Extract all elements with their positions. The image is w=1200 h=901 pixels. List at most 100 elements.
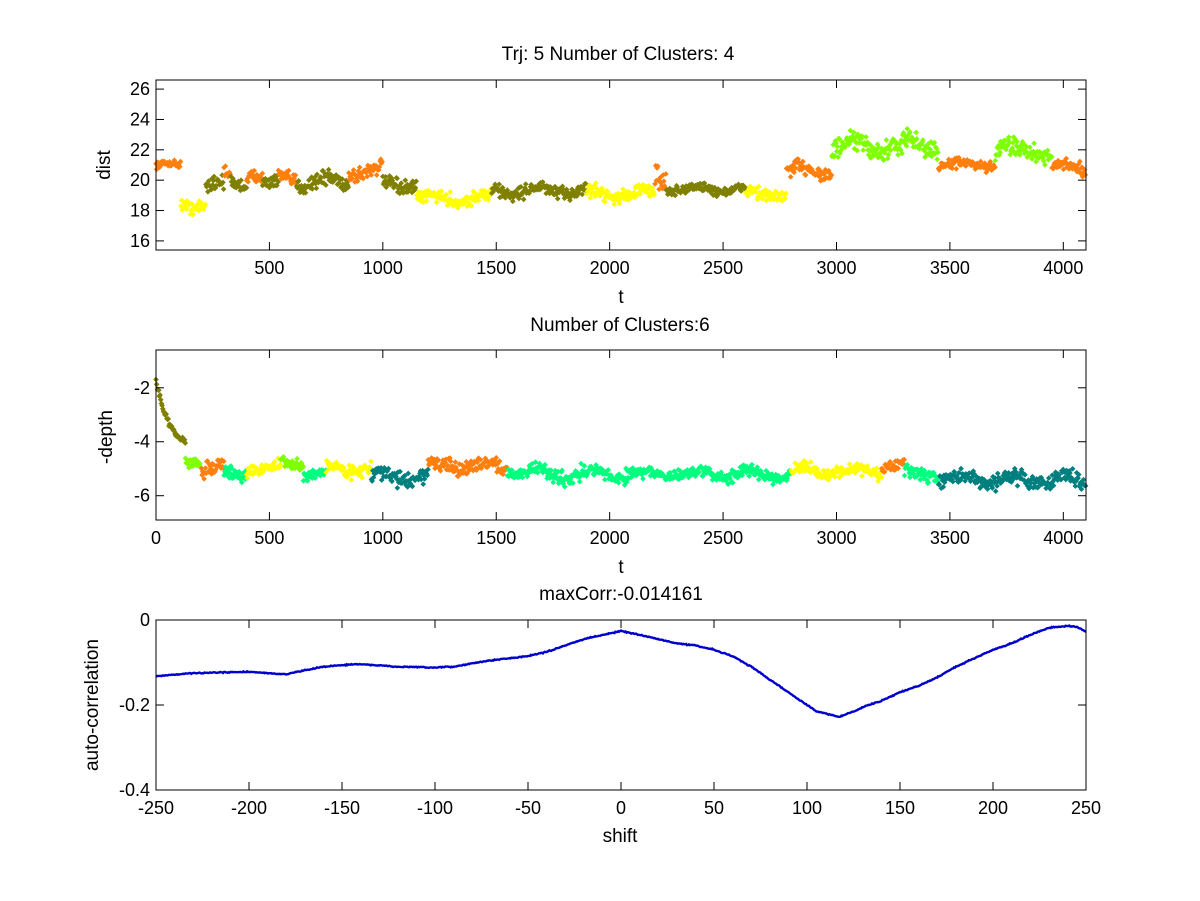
x-tick-label: 4000 bbox=[1043, 528, 1083, 548]
data-point bbox=[1050, 482, 1057, 489]
cluster-segment-cluster-4 bbox=[992, 134, 1055, 168]
x-tick-label: 1500 bbox=[476, 258, 516, 278]
data-point bbox=[397, 468, 403, 475]
data-point bbox=[755, 183, 762, 190]
data-point bbox=[834, 143, 841, 150]
data-point bbox=[1035, 484, 1041, 491]
data-point bbox=[992, 164, 998, 171]
data-point bbox=[1022, 471, 1028, 478]
data-point bbox=[438, 188, 445, 195]
data-point bbox=[654, 163, 661, 169]
data-point bbox=[602, 476, 608, 483]
cluster-segment-cluster-2 bbox=[293, 166, 352, 196]
x-tick-label: 4000 bbox=[1043, 258, 1083, 278]
data-point bbox=[863, 134, 869, 140]
data-point bbox=[509, 198, 516, 205]
data-point bbox=[300, 463, 307, 470]
data-point bbox=[201, 476, 207, 482]
cluster-segment-cluster-3 bbox=[879, 456, 908, 475]
data-point bbox=[620, 186, 626, 192]
cluster-segment-cluster-1 bbox=[153, 376, 189, 446]
data-point bbox=[859, 133, 865, 139]
data-point bbox=[542, 461, 548, 468]
cluster-segment-cluster-2 bbox=[488, 179, 590, 205]
data-point bbox=[405, 470, 412, 477]
data-point bbox=[1029, 156, 1035, 162]
data-point bbox=[984, 486, 991, 492]
data-point bbox=[359, 474, 366, 481]
data-point bbox=[177, 158, 184, 165]
cluster-segment-cluster-5 bbox=[300, 466, 329, 484]
panel-3-xlabel: shift bbox=[603, 826, 639, 847]
x-tick-label: 2500 bbox=[703, 258, 743, 278]
data-point bbox=[1009, 145, 1016, 151]
data-point bbox=[864, 463, 871, 469]
data-point bbox=[1016, 152, 1023, 158]
data-point bbox=[176, 163, 183, 170]
data-point bbox=[468, 202, 475, 209]
y-tick-label: 0 bbox=[140, 610, 150, 630]
panel-3-title: maxCorr:-0.014161 bbox=[539, 584, 703, 605]
cluster-segment-cluster-5 bbox=[708, 461, 794, 488]
data-point bbox=[1045, 475, 1052, 481]
data-point bbox=[548, 467, 554, 474]
panel-2-title: Number of Clusters:6 bbox=[530, 315, 710, 336]
cluster-segment-cluster-2 bbox=[380, 173, 420, 197]
data-point bbox=[605, 467, 612, 473]
data-point bbox=[251, 167, 258, 174]
data-point bbox=[601, 199, 608, 205]
data-point bbox=[576, 478, 583, 485]
data-point bbox=[340, 465, 347, 471]
data-point bbox=[350, 167, 357, 173]
panel-2-xlabel: t bbox=[618, 557, 624, 578]
x-tick-label: -200 bbox=[231, 798, 267, 818]
data-point bbox=[977, 158, 984, 165]
autocorrelation-line bbox=[155, 624, 1087, 719]
data-point bbox=[992, 475, 998, 481]
data-point bbox=[953, 166, 960, 172]
data-point bbox=[360, 175, 366, 182]
data-point bbox=[205, 178, 212, 184]
data-point bbox=[749, 461, 755, 468]
data-point bbox=[935, 149, 941, 156]
cluster-segment-cluster-3 bbox=[742, 183, 789, 204]
x-tick-label: 50 bbox=[704, 798, 724, 818]
y-tick-label: 16 bbox=[130, 231, 150, 251]
data-point bbox=[306, 177, 312, 184]
x-tick-label: 3500 bbox=[930, 258, 970, 278]
data-point bbox=[554, 195, 561, 202]
data-point bbox=[477, 456, 484, 463]
cluster-segment-cluster-1 bbox=[153, 157, 184, 173]
data-point bbox=[202, 201, 209, 208]
data-point bbox=[378, 464, 384, 471]
data-point bbox=[695, 469, 702, 475]
cluster-segment-cluster-3 bbox=[584, 180, 658, 208]
data-point bbox=[927, 146, 934, 153]
data-point bbox=[1033, 158, 1039, 165]
data-point bbox=[913, 136, 920, 142]
data-point bbox=[555, 468, 561, 475]
cluster-segment-cluster-1 bbox=[221, 163, 234, 180]
data-point bbox=[394, 485, 401, 491]
panel-3-axes-box bbox=[155, 619, 1087, 791]
data-point bbox=[520, 196, 527, 203]
panel-1-axes-box bbox=[155, 79, 1087, 251]
data-point bbox=[379, 158, 385, 165]
data-point bbox=[885, 151, 892, 158]
data-point bbox=[881, 468, 888, 475]
data-point bbox=[958, 465, 964, 472]
data-point bbox=[238, 479, 245, 486]
data-point bbox=[616, 200, 623, 207]
data-point bbox=[825, 467, 831, 474]
data-point bbox=[835, 154, 841, 161]
data-point bbox=[992, 488, 999, 495]
data-point bbox=[792, 165, 799, 171]
data-point bbox=[739, 472, 746, 479]
data-point bbox=[437, 468, 444, 474]
cluster-segment-cluster-2 bbox=[277, 453, 307, 473]
data-point bbox=[312, 475, 318, 481]
data-point bbox=[292, 172, 299, 179]
data-point bbox=[500, 471, 506, 478]
y-tick-label: -0.2 bbox=[119, 695, 150, 715]
data-point bbox=[874, 465, 880, 472]
